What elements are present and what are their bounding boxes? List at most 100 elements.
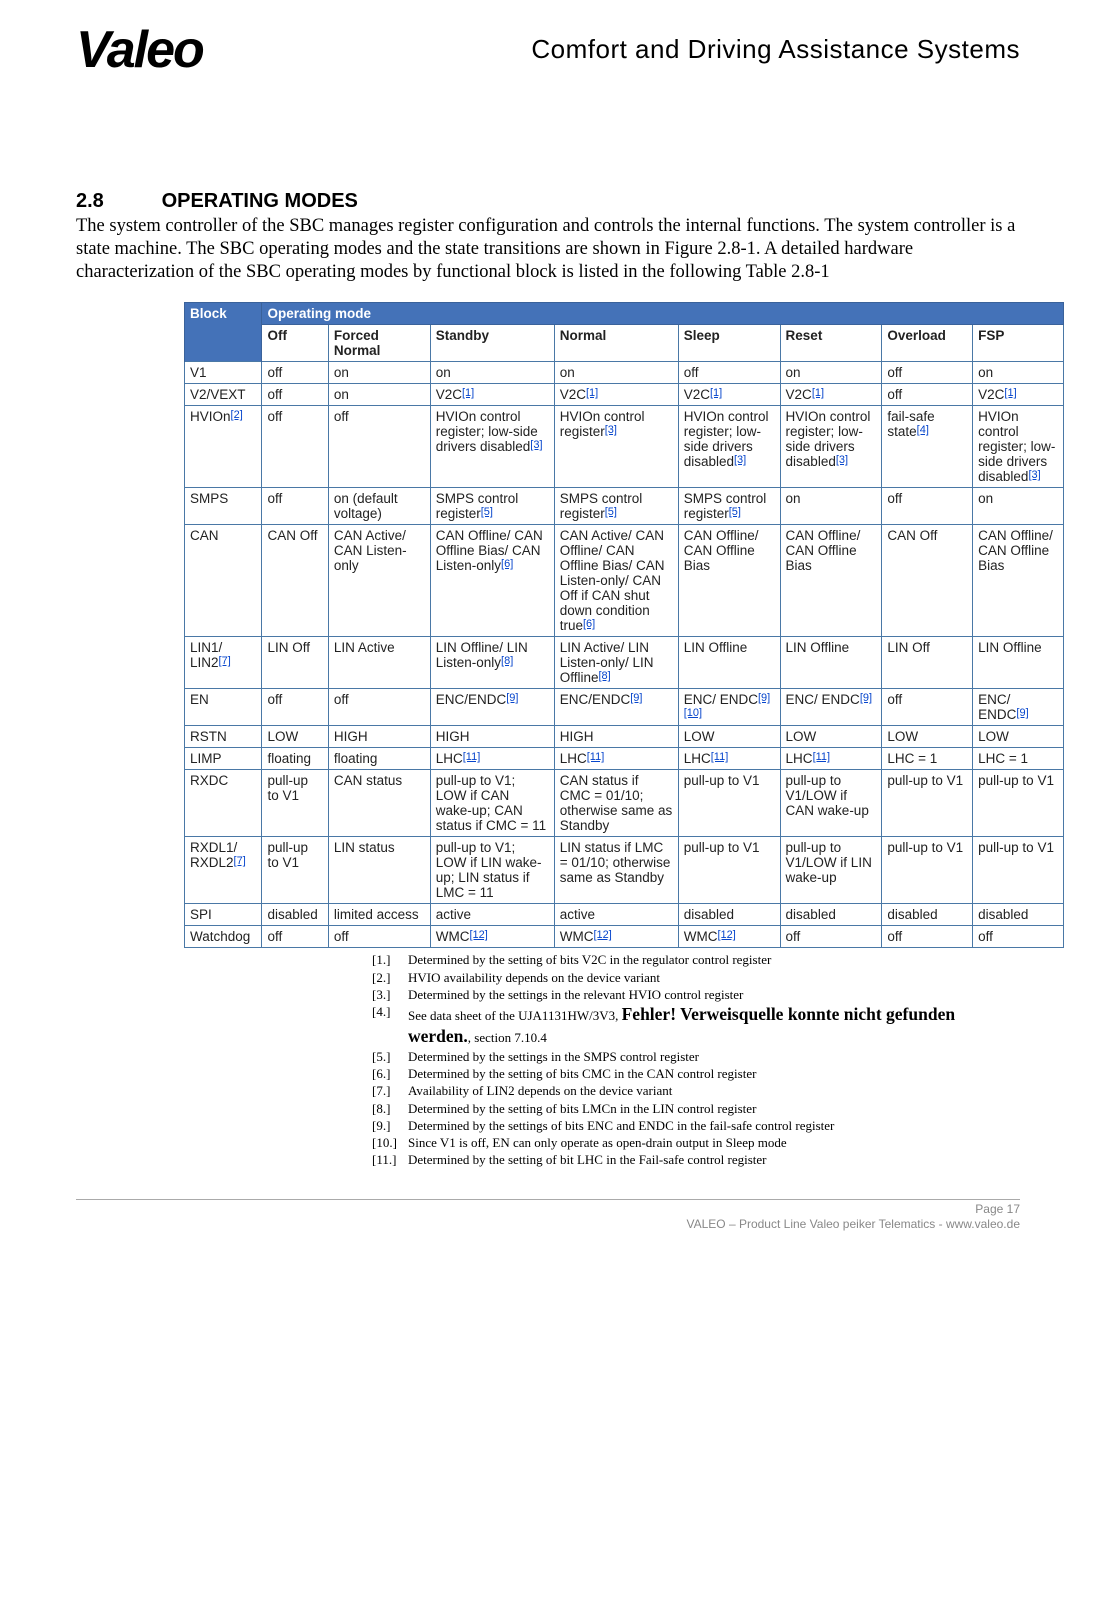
page-header: Valeo Comfort and Driving Assistance Sys… xyxy=(76,20,1020,80)
cell: V2C[1] xyxy=(430,384,554,406)
col-header: Standby xyxy=(430,325,554,362)
footnote-ref[interactable]: [3] xyxy=(530,439,542,451)
footnote-ref[interactable]: [7] xyxy=(234,855,246,867)
row-block: LIN1/ LIN2[7] xyxy=(185,637,262,689)
section-number: 2.8 xyxy=(76,190,156,213)
footnote-ref[interactable]: [3] xyxy=(1028,469,1040,481)
table-row: RXDCpull-up to V1CAN statuspull-up to V1… xyxy=(185,770,1064,837)
cell: fail-safe state[4] xyxy=(882,406,973,488)
footnote: [2.]HVIO availability depends on the dev… xyxy=(372,970,1020,986)
footnote-ref[interactable]: [2] xyxy=(231,409,243,421)
footnote-ref[interactable]: [11] xyxy=(587,751,605,763)
cell: LIN Offline xyxy=(973,637,1064,689)
footnote-ref[interactable]: [1] xyxy=(586,387,598,399)
cell: HIGH xyxy=(554,726,678,748)
table-row: RXDL1/ RXDL2[7]pull-up to V1LIN statuspu… xyxy=(185,837,1064,904)
footnote-ref[interactable]: [5] xyxy=(481,506,493,518)
cell: pull-up to V1 xyxy=(882,770,973,837)
cell: ENC/ ENDC[9] xyxy=(973,689,1064,726)
cell: on xyxy=(430,362,554,384)
cell: floating xyxy=(328,748,430,770)
cell: off xyxy=(262,689,328,726)
cell: pull-up to V1 xyxy=(678,837,780,904)
cell: LHC[11] xyxy=(780,748,882,770)
footnote-ref[interactable]: [12] xyxy=(717,929,735,941)
footnote-num: [11.] xyxy=(372,1152,408,1168)
table-row: ENoffoffENC/ENDC[9]ENC/ENDC[9]ENC/ ENDC[… xyxy=(185,689,1064,726)
cell: LIN Offline xyxy=(780,637,882,689)
footnote-ref[interactable]: [1] xyxy=(710,387,722,399)
footnote-ref[interactable]: [5] xyxy=(729,506,741,518)
footnote-ref[interactable]: [5] xyxy=(605,506,617,518)
footnote: [5.]Determined by the settings in the SM… xyxy=(372,1049,1020,1065)
footnote: [11.]Determined by the setting of bit LH… xyxy=(372,1152,1020,1168)
row-block: SPI xyxy=(185,904,262,926)
row-block: RXDC xyxy=(185,770,262,837)
cell: LHC[11] xyxy=(554,748,678,770)
footnote-ref[interactable]: [11] xyxy=(813,751,831,763)
footnote-num: [7.] xyxy=(372,1083,408,1099)
footnote-ref[interactable]: [8] xyxy=(501,655,513,667)
cell: limited access xyxy=(328,904,430,926)
cell: pull-up to V1 xyxy=(262,837,328,904)
footnote-ref[interactable]: [1] xyxy=(812,387,824,399)
cell: disabled xyxy=(882,904,973,926)
footnote-ref[interactable]: [9] xyxy=(1016,707,1028,719)
footnote-num: [4.] xyxy=(372,1004,408,1048)
cell: HVIOn control register; low-side drivers… xyxy=(973,406,1064,488)
cell: off xyxy=(328,406,430,488)
footnote-ref[interactable]: [1] xyxy=(1004,387,1016,399)
cell: off xyxy=(882,689,973,726)
cell: disabled xyxy=(780,904,882,926)
cell: CAN Offline/ CAN Offline Bias xyxy=(780,525,882,637)
cell: disabled xyxy=(973,904,1064,926)
footnote-ref[interactable]: [9][10] xyxy=(684,692,771,719)
cell: off xyxy=(973,926,1064,948)
modes-table-body: V1offonononoffonoffonV2/VEXToffonV2C[1]V… xyxy=(185,362,1064,948)
cell: pull-up to V1; LOW if LIN wake-up; LIN s… xyxy=(430,837,554,904)
footnote-ref[interactable]: [6] xyxy=(583,618,595,630)
row-block: HVIOn[2] xyxy=(185,406,262,488)
footnote-num: [3.] xyxy=(372,987,408,1003)
cell: on xyxy=(780,362,882,384)
cell: LIN Offline xyxy=(678,637,780,689)
table-row: CANCAN OffCAN Active/ CAN Listen-onlyCAN… xyxy=(185,525,1064,637)
footnote-ref[interactable]: [12] xyxy=(593,929,611,941)
cell: ENC/ENDC[9] xyxy=(430,689,554,726)
footnote-ref[interactable]: [7] xyxy=(219,655,231,667)
cell: LOW xyxy=(678,726,780,748)
cell: off xyxy=(328,926,430,948)
cell: CAN Active/ CAN Listen-only xyxy=(328,525,430,637)
footnote: [6.]Determined by the setting of bits CM… xyxy=(372,1066,1020,1082)
footnote-ref[interactable]: [3] xyxy=(605,424,617,436)
cell: on xyxy=(973,362,1064,384)
footnote-ref[interactable]: [9] xyxy=(630,692,642,704)
footnote-ref[interactable]: [4] xyxy=(917,424,929,436)
footnote-ref[interactable]: [3] xyxy=(734,454,746,466)
footnote-ref[interactable]: [1] xyxy=(462,387,474,399)
footnote-ref[interactable]: [9] xyxy=(506,692,518,704)
cell: off xyxy=(882,488,973,525)
footnote-ref[interactable]: [6] xyxy=(501,558,513,570)
col-header-block: Block xyxy=(185,303,262,362)
footnote-text: Determined by the setting of bits V2C in… xyxy=(408,952,771,968)
row-block: Watchdog xyxy=(185,926,262,948)
cell: on (default voltage) xyxy=(328,488,430,525)
cell: CAN status xyxy=(328,770,430,837)
footnote-ref[interactable]: [11] xyxy=(463,751,481,763)
cell: pull-up to V1/LOW if LIN wake-up xyxy=(780,837,882,904)
cell: off xyxy=(262,406,328,488)
footnote-ref[interactable]: [3] xyxy=(836,454,848,466)
cell: HVIOn control register; low-side drivers… xyxy=(678,406,780,488)
footnote-text: Determined by the setting of bits LMCn i… xyxy=(408,1101,756,1117)
modes-subheader-row: OffForced NormalStandbyNormalSleepResetO… xyxy=(185,325,1064,362)
footnote-ref[interactable]: [8] xyxy=(599,670,611,682)
footnote-ref[interactable]: [9] xyxy=(860,692,872,704)
cell: HVIOn control register; low-side drivers… xyxy=(430,406,554,488)
row-block: V2/VEXT xyxy=(185,384,262,406)
footnote-text: Determined by the settings in the releva… xyxy=(408,987,743,1003)
footnote-ref[interactable]: [11] xyxy=(711,751,729,763)
footnote-ref[interactable]: [12] xyxy=(469,929,487,941)
cell: LIN Active/ LIN Listen-only/ LIN Offline… xyxy=(554,637,678,689)
cell: WMC[12] xyxy=(430,926,554,948)
